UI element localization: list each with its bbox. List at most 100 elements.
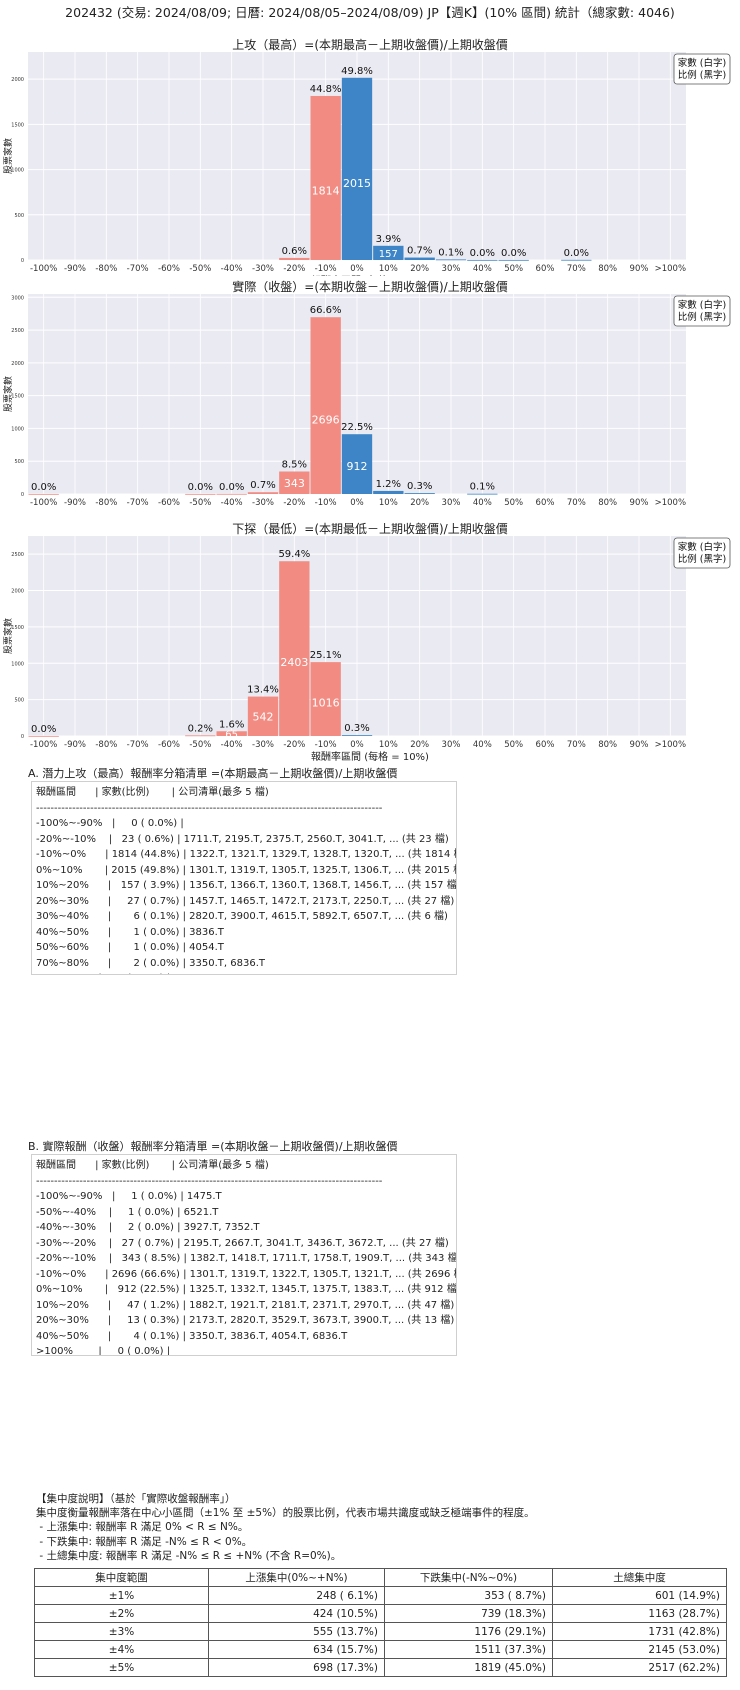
y-axis-label: 股票家數 <box>2 138 14 174</box>
list-row: 40%~50% | 1 ( 0.0%) | 3836.T <box>36 926 224 938</box>
list-row: 40%~50% | 4 ( 0.1%) | 3350.T, 3836.T, 40… <box>36 1330 348 1342</box>
bar-count-label: 2403 <box>280 656 308 669</box>
bar <box>216 493 247 495</box>
bar-pct-label: 8.5% <box>282 460 307 471</box>
table-cell: 424 (10.5%) <box>208 1604 385 1623</box>
bar-pct-label: 1.2% <box>376 479 401 490</box>
x-tick-label: -60% <box>158 498 180 508</box>
bar <box>310 95 341 260</box>
bar-count-label: 542 <box>253 710 274 723</box>
y-tick-label: 0 <box>21 734 24 740</box>
table-cell: 1511 (37.3%) <box>384 1640 553 1659</box>
x-tick-label: -20% <box>283 264 305 274</box>
x-tick-label: -20% <box>283 740 305 750</box>
chart-svg: 實際（收盤）=(本期收盤－上期收盤價)/上期收盤價 0 500 1000 1500 200… <box>2 279 731 508</box>
bar <box>28 493 59 495</box>
x-tick-label: -70% <box>127 498 149 508</box>
bar <box>310 317 341 494</box>
list-row: 70%~80% | 2 ( 0.0%) | 3350.T, 6836.T <box>36 957 266 969</box>
concentration-note-line: - 上漲集中: 報酬率 R 滿足 0% < R ≤ N%。 <box>36 1521 249 1534</box>
table-cell: ±1% <box>34 1586 209 1605</box>
bar-pct-label: 0.0% <box>470 248 495 259</box>
bar-pct-label: 13.4% <box>247 685 279 696</box>
x-tick-label: -60% <box>158 264 180 274</box>
chart-actual-close: 實際（收盤）=(本期收盤－上期收盤價)/上期收盤價 0 500 1000 1500 200… <box>0 278 740 518</box>
list-row: -40%~-30% | 2 ( 0.0%) | 3927.T, 7352.T <box>36 1222 260 1233</box>
bar <box>341 735 373 736</box>
x-tick-label: -50% <box>189 498 211 508</box>
table-cell: 248 ( 6.1%) <box>208 1586 385 1605</box>
x-tick-label: 70% <box>567 264 586 274</box>
x-tick-label: -10% <box>315 740 337 750</box>
y-tick-label: 2500 <box>11 552 24 558</box>
legend-entry: 比例 (黑字) <box>678 311 726 323</box>
bar-pct-label: 59.4% <box>278 549 310 560</box>
x-tick-label: 80% <box>598 740 617 750</box>
bar <box>435 259 467 261</box>
x-tick-label: 0% <box>350 498 364 508</box>
bar <box>185 493 216 495</box>
bar <box>247 492 279 494</box>
list-row: 20%~30% | 13 ( 0.3%) | 2173.T, 2820.T, 3… <box>36 1315 455 1326</box>
legend-entry: 家數 (白字) <box>678 57 726 69</box>
x-tick-label: 80% <box>598 264 617 274</box>
x-tick-label: 30% <box>442 740 461 750</box>
table-cell: 555 (13.7%) <box>208 1622 385 1641</box>
x-tick-label: 70% <box>567 498 586 508</box>
x-tick-label: -20% <box>283 498 305 508</box>
table-row: ±4% 634 (15.7%) 1511 (37.3%) 2145 (53.0%) <box>34 1640 727 1659</box>
x-tick-label: 60% <box>536 264 555 274</box>
x-tick-label: 0% <box>350 740 364 750</box>
list-row: -20%~-10% | 23 ( 0.6%) | 1711.T, 2195.T,… <box>36 833 449 845</box>
bar-count-label: 343 <box>284 477 305 490</box>
bar-count-label: 912 <box>347 460 368 473</box>
concentration-note-line: - 下跌集中: 報酬率 R 滿足 -N% ≤ R < 0%。 <box>36 1535 253 1548</box>
y-tick-label: 3000 <box>11 295 24 301</box>
bar-pct-label: 66.6% <box>310 305 342 316</box>
chart-title: 下探（最低）=(本期最低－上期收盤價)/上期收盤價 <box>232 522 507 536</box>
bar-pct-label: 0.6% <box>282 246 307 257</box>
list-row: ----------------------------------------… <box>36 1175 383 1187</box>
bar <box>467 493 498 495</box>
y-tick-label: 500 <box>14 213 24 219</box>
list-row: 報酬區間 | 家數(比例) | 公司清單(最多 5 檔) <box>36 1160 269 1171</box>
bar <box>279 257 310 260</box>
x-tick-label: -70% <box>127 740 149 750</box>
list-row: 10%~20% | 47 ( 1.2%) | 1882.T, 1921.T, 2… <box>36 1299 455 1311</box>
concentration-note-line: 集中度衡量報酬率落在中心小區間（±1% 至 ±5%）的股票比例，代表市場共識度或… <box>36 1507 535 1520</box>
table-header-cell: 下跌集中(-N%~0%) <box>384 1568 553 1587</box>
bar-count-label: 2015 <box>343 177 371 190</box>
bar-pct-label: 0.0% <box>31 724 56 735</box>
table-header-cell: 集中度範圍 <box>34 1568 209 1587</box>
table-cell: 353 ( 8.7%) <box>384 1586 553 1605</box>
table-cell: 2517 (62.2%) <box>552 1658 727 1677</box>
bar <box>185 735 216 737</box>
y-tick-label: 0 <box>21 492 24 498</box>
x-tick-label: 10% <box>379 264 398 274</box>
table-row: ±2% 424 (10.5%) 739 (18.3%) 1163 (28.7%) <box>34 1604 727 1623</box>
y-axis-label: 股票家數 <box>2 618 14 654</box>
chart-svg: 上攻（最高）=(本期最高－上期收盤價)/上期收盤價 0 500 1000 1500 200… <box>2 37 731 276</box>
chart-title: 實際（收盤）=(本期收盤－上期收盤價)/上期收盤價 <box>232 279 507 294</box>
bar-pct-label: 0.0% <box>188 482 213 493</box>
y-tick-label: 2500 <box>11 328 24 334</box>
bar-pct-label: 22.5% <box>341 422 373 433</box>
list-a-caption: A. 潛力上攻（最高）報酬率分箱清單 =(本期最高－上期收盤價)/上期收盤價 <box>28 767 398 780</box>
legend: 家數 (白字)比例 (黑字) <box>673 537 731 569</box>
bar <box>404 257 435 260</box>
chart-title: 上攻（最高）=(本期最高－上期收盤價)/上期收盤價 <box>232 37 507 52</box>
bar-pct-label: 0.1% <box>470 482 495 493</box>
y-tick-label: 1500 <box>11 394 24 400</box>
list-row: -10%~0% | 2696 (66.6%) | 1301.T, 1319.T,… <box>36 1268 457 1280</box>
x-tick-label: >100% <box>655 498 686 508</box>
bar-pct-label: 3.9% <box>376 234 401 245</box>
table-cell: 2145 (53.0%) <box>552 1640 727 1659</box>
table-cell: ±5% <box>34 1658 209 1677</box>
x-tick-label: 60% <box>536 498 555 508</box>
x-tick-label: 50% <box>504 264 523 274</box>
legend-entry: 家數 (白字) <box>678 541 726 553</box>
y-tick-label: 1500 <box>11 625 24 631</box>
table-header-cell: 土總集中度 <box>552 1568 727 1587</box>
list-row: >100% | 0 ( 0.0%) | <box>36 1346 171 1356</box>
list-row: -100%~-90% | 0 ( 0.0%) | <box>36 818 184 829</box>
